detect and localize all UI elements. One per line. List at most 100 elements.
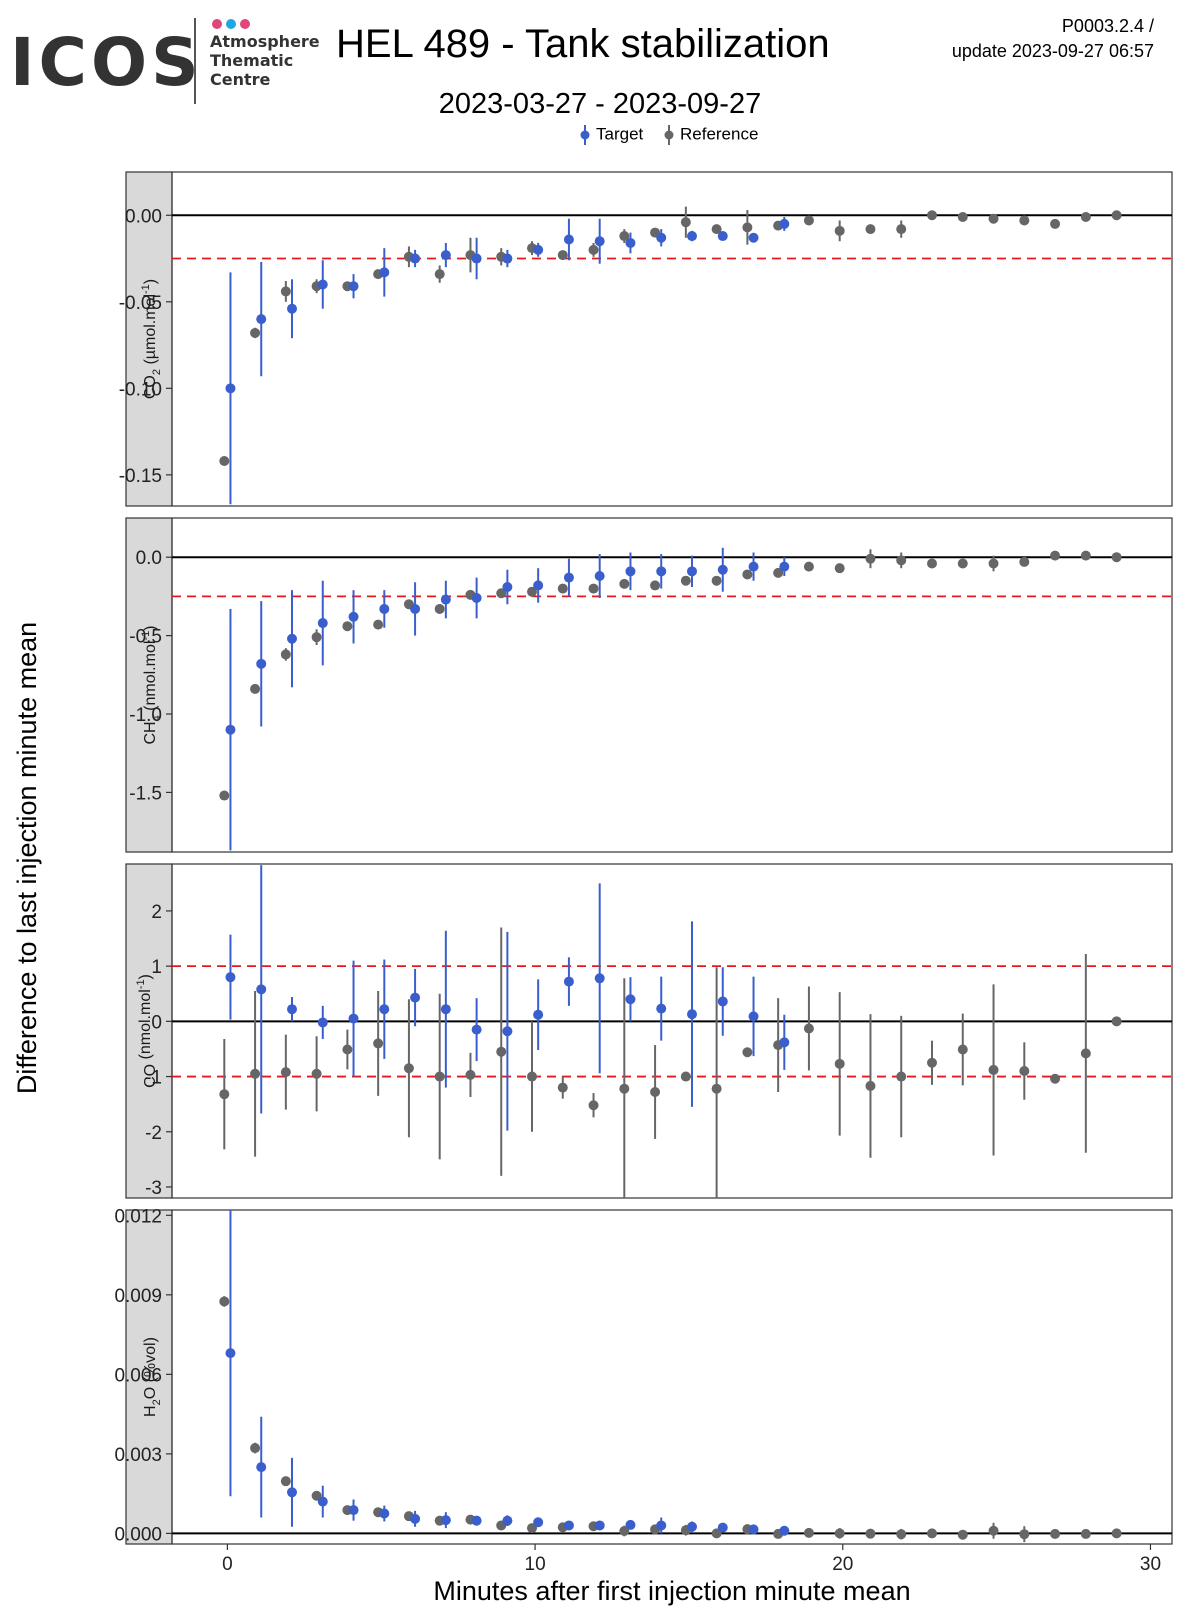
- target-point: [348, 1505, 359, 1516]
- reference-point: [434, 603, 445, 614]
- facet-strip-label: CO (nmol.mol-1): [135, 974, 159, 1088]
- reference-point: [1111, 210, 1122, 221]
- x-tick-label: 20: [832, 1554, 853, 1575]
- target-point: [779, 218, 790, 229]
- target-point: [225, 724, 236, 735]
- reference-point: [803, 215, 814, 226]
- target-point: [656, 232, 667, 243]
- target-point: [625, 994, 636, 1005]
- target-point: [779, 1525, 790, 1536]
- y-tick-label: 0: [151, 1012, 162, 1033]
- target-point: [779, 1037, 790, 1048]
- logo-sub-line: Thematic: [210, 51, 294, 70]
- reference-point: [896, 1071, 907, 1082]
- panel-border: [171, 1209, 1173, 1545]
- target-point: [225, 972, 236, 983]
- target-point: [656, 1520, 667, 1531]
- reference-point: [680, 575, 691, 586]
- target-point: [717, 1522, 728, 1533]
- target-point: [379, 603, 390, 614]
- reference-point: [711, 224, 722, 235]
- y-tick-label: -0.15: [119, 466, 162, 487]
- target-point: [502, 253, 513, 264]
- chart-title: HEL 489 - Tank stabilization: [336, 22, 830, 66]
- y-tick-label: 0.003: [114, 1445, 162, 1466]
- reference-point: [311, 1068, 322, 1079]
- target-point: [687, 231, 697, 242]
- reference-point: [250, 1068, 261, 1079]
- target-point: [471, 592, 482, 603]
- reference-point: [927, 1057, 937, 1068]
- reference-point: [927, 558, 937, 569]
- panel-border: [171, 863, 1173, 1199]
- reference-point: [373, 619, 384, 630]
- icos-logo: ICOS Atmosphere Thematic Centre: [10, 14, 320, 106]
- y-tick-label: -3: [145, 1178, 162, 1199]
- logo-sub-line: Centre: [210, 70, 271, 89]
- logo-dot: [212, 19, 222, 29]
- target-point: [225, 1348, 236, 1359]
- target-point: [687, 1521, 697, 1532]
- reference-point: [957, 558, 968, 569]
- reference-point: [250, 1443, 261, 1454]
- reference-point: [219, 1296, 230, 1307]
- facet-strip-label: H2O (%vol): [142, 1337, 163, 1417]
- y-tick-label: 0.012: [114, 1206, 162, 1227]
- legend-key-target: [580, 125, 590, 145]
- reference-point: [927, 210, 937, 221]
- reference-point: [773, 567, 784, 578]
- y-tick-label: -0.5: [129, 627, 162, 648]
- y-tick-label: 2: [151, 902, 162, 923]
- reference-point: [1111, 552, 1122, 563]
- reference-point: [957, 1044, 968, 1055]
- reference-point: [680, 217, 691, 228]
- reference-point: [219, 456, 230, 467]
- facet-strip: [125, 863, 173, 1199]
- target-point: [563, 1520, 574, 1531]
- x-tick-label: 30: [1140, 1554, 1161, 1575]
- reference-point: [1050, 550, 1061, 561]
- target-point: [717, 231, 728, 242]
- target-point: [533, 1009, 544, 1020]
- y-tick-label: 0.009: [114, 1286, 162, 1307]
- reference-point: [311, 632, 322, 643]
- logo-dots: [212, 16, 254, 29]
- data-layer: [219, 865, 1122, 1198]
- y-tick-label: -1: [145, 1068, 162, 1089]
- target-point: [348, 1013, 359, 1024]
- reference-point: [1019, 1066, 1030, 1077]
- target-point: [502, 1026, 513, 1037]
- reference-point: [280, 286, 291, 297]
- target-point: [563, 234, 574, 245]
- reference-point: [742, 1047, 753, 1058]
- reference-point: [988, 1064, 999, 1075]
- reference-point: [373, 1038, 384, 1049]
- reference-point: [588, 583, 599, 594]
- target-point: [317, 279, 328, 290]
- reference-point: [527, 586, 537, 597]
- reference-point: [1080, 1528, 1091, 1539]
- target-point: [594, 973, 605, 984]
- target-point: [440, 594, 451, 605]
- target-point: [533, 580, 544, 591]
- reference-point: [803, 1527, 814, 1538]
- y-tick-label: -2: [145, 1123, 162, 1144]
- target-point: [748, 1524, 759, 1535]
- y-tick-label: -0.10: [119, 379, 162, 400]
- x-axis-label: Minutes after first injection minute mea…: [433, 1576, 910, 1606]
- target-point: [287, 1487, 297, 1498]
- target-point: [440, 1515, 451, 1526]
- target-point: [287, 303, 297, 314]
- panel: CO (nmol.mol-1) 2 1 0 -1 -2 -3: [125, 863, 1173, 1199]
- panel-border: [171, 171, 1173, 507]
- data-layer: [219, 206, 1122, 505]
- logo-dot: [240, 19, 250, 29]
- reference-point: [834, 1058, 845, 1069]
- reference-point: [896, 1529, 907, 1540]
- reference-point: [957, 1529, 968, 1540]
- reference-point: [250, 327, 261, 338]
- reference-point: [803, 561, 814, 572]
- target-point: [225, 383, 236, 394]
- target-point: [625, 1519, 636, 1530]
- reference-point: [588, 244, 599, 255]
